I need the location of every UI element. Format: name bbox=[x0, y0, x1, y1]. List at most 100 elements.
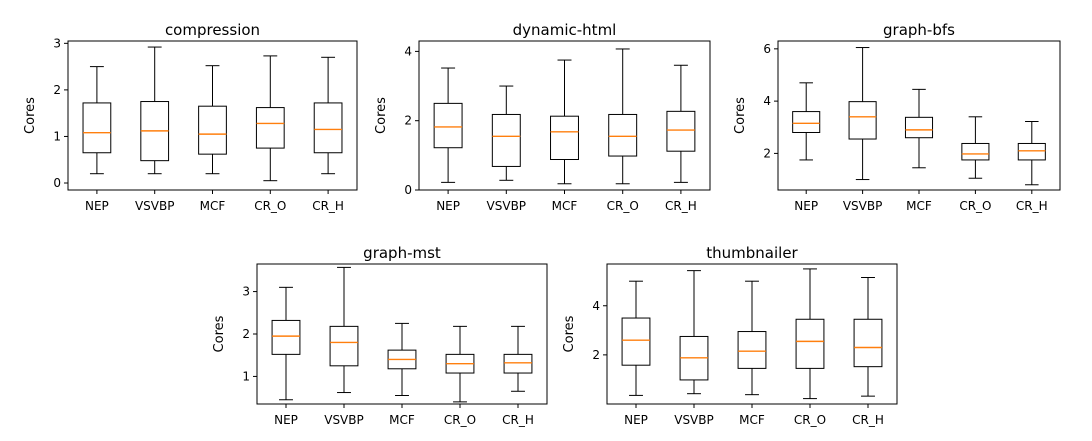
x-tick-label: CR_O bbox=[254, 199, 286, 213]
y-tick-label: 3 bbox=[242, 285, 250, 299]
box-CR_H bbox=[853, 277, 883, 397]
plot-frame bbox=[256, 263, 548, 405]
y-tick-label: 2 bbox=[242, 327, 250, 341]
y-tick-label: 0 bbox=[53, 176, 61, 190]
x-tick-label: NEP bbox=[794, 199, 818, 213]
x-tick-label: VSVBP bbox=[135, 199, 175, 213]
plot-frame bbox=[418, 40, 711, 191]
x-tick-label: CR_O bbox=[959, 199, 991, 213]
iqr-box bbox=[329, 325, 359, 367]
iqr-box bbox=[82, 102, 112, 154]
iqr-box bbox=[961, 142, 990, 161]
x-tick-label: VSVBP bbox=[487, 199, 527, 213]
x-tick-label: MCF bbox=[906, 199, 932, 213]
box-NEP bbox=[433, 67, 463, 183]
y-axis-label: Cores bbox=[733, 97, 748, 134]
box-CR_O bbox=[961, 116, 990, 179]
box-NEP bbox=[82, 66, 112, 175]
iqr-box bbox=[621, 317, 651, 366]
box-VSVBP bbox=[329, 266, 359, 394]
box-NEP bbox=[621, 280, 651, 396]
subplot-dynamic-html: dynamic-html Cores 0 2 4 NEP VSVBP MCF CR_O CR_H bbox=[374, 21, 711, 213]
subplot-title: graph-bfs bbox=[883, 21, 955, 39]
y-tick-label: 2 bbox=[592, 348, 600, 362]
x-tick-label: VSVBP bbox=[843, 199, 883, 213]
y-axis-label: Cores bbox=[562, 315, 577, 352]
x-tick-label: CR_O bbox=[794, 413, 826, 427]
box-MCF bbox=[737, 280, 767, 396]
iqr-box bbox=[433, 102, 463, 149]
x-tick-label: NEP bbox=[85, 199, 109, 213]
iqr-box bbox=[503, 353, 533, 374]
box-CR_O bbox=[608, 48, 638, 185]
box-CR_H bbox=[503, 325, 533, 392]
y-axis-label: Cores bbox=[374, 97, 389, 134]
x-tick-label: VSVBP bbox=[674, 413, 714, 427]
subplot-title: compression bbox=[165, 21, 260, 39]
subplot-compression: compression Cores 0 1 2 3 NEP VSVBP MCF CR_O CR_H bbox=[23, 21, 358, 213]
y-axis-label: Cores bbox=[23, 97, 38, 134]
y-tick-label: 4 bbox=[592, 299, 600, 313]
box-VSVBP bbox=[679, 270, 709, 395]
iqr-box bbox=[198, 105, 227, 155]
y-tick-label: 2 bbox=[763, 146, 771, 160]
x-tick-label: CR_H bbox=[1016, 199, 1048, 213]
iqr-box bbox=[255, 107, 285, 149]
iqr-box bbox=[271, 319, 301, 355]
x-tick-label: MCF bbox=[389, 413, 415, 427]
x-tick-label: CR_H bbox=[502, 413, 534, 427]
box-VSVBP bbox=[140, 46, 170, 175]
x-tick-label: NEP bbox=[274, 413, 298, 427]
box-NEP bbox=[792, 82, 821, 161]
x-tick-label: CR_H bbox=[665, 199, 697, 213]
box-CR_O bbox=[255, 55, 285, 182]
iqr-box bbox=[666, 110, 696, 152]
subplot-title: thumbnailer bbox=[706, 244, 798, 262]
iqr-box bbox=[848, 101, 877, 140]
subplot-graph-mst: graph-mst Cores 1 2 3 NEP VSVBP MCF CR_O CR_H bbox=[212, 244, 548, 427]
box-VSVBP bbox=[848, 47, 877, 181]
iqr-box bbox=[491, 113, 521, 167]
x-tick-label: NEP bbox=[436, 199, 460, 213]
plot-frame bbox=[606, 263, 898, 405]
y-tick-label: 2 bbox=[53, 83, 61, 97]
box-MCF bbox=[904, 88, 934, 169]
x-tick-label: CR_H bbox=[312, 199, 344, 213]
box-CR_O bbox=[795, 268, 825, 400]
box-CR_O bbox=[445, 325, 475, 403]
x-tick-label: MCF bbox=[552, 199, 578, 213]
iqr-box bbox=[853, 318, 883, 368]
y-tick-label: 0 bbox=[404, 183, 412, 197]
box-MCF bbox=[198, 65, 227, 175]
subplot-title: dynamic-html bbox=[513, 21, 617, 39]
iqr-box bbox=[313, 102, 343, 154]
x-tick-label: VSVBP bbox=[324, 413, 364, 427]
y-tick-label: 4 bbox=[404, 44, 412, 58]
y-tick-label: 3 bbox=[53, 36, 61, 50]
y-tick-label: 1 bbox=[53, 129, 61, 143]
iqr-box bbox=[1017, 142, 1046, 161]
box-CR_H bbox=[666, 64, 696, 183]
subplot-thumbnailer: thumbnailer Cores 2 4 NEP VSVBP MCF CR_O CR_H bbox=[562, 244, 898, 427]
box-NEP bbox=[271, 286, 301, 401]
iqr-box bbox=[904, 116, 934, 139]
iqr-box bbox=[737, 331, 767, 369]
y-tick-label: 6 bbox=[763, 42, 771, 56]
x-tick-label: MCF bbox=[200, 199, 226, 213]
x-tick-label: CR_H bbox=[852, 413, 884, 427]
y-axis-label: Cores bbox=[212, 315, 227, 352]
iqr-box bbox=[795, 318, 825, 369]
x-tick-label: CR_O bbox=[607, 199, 639, 213]
plot-frame bbox=[777, 40, 1061, 191]
plot-frame bbox=[67, 40, 358, 191]
iqr-box bbox=[550, 115, 579, 161]
x-tick-label: MCF bbox=[739, 413, 765, 427]
box-MCF bbox=[387, 322, 417, 397]
y-tick-label: 4 bbox=[763, 94, 771, 108]
box-VSVBP bbox=[491, 85, 521, 181]
y-tick-label: 1 bbox=[242, 369, 250, 383]
subplot-graph-bfs: graph-bfs Cores 2 4 6 NEP VSVBP MCF CR_O CR_H bbox=[733, 21, 1061, 213]
box-CR_H bbox=[1017, 121, 1046, 186]
box-MCF bbox=[550, 59, 579, 185]
